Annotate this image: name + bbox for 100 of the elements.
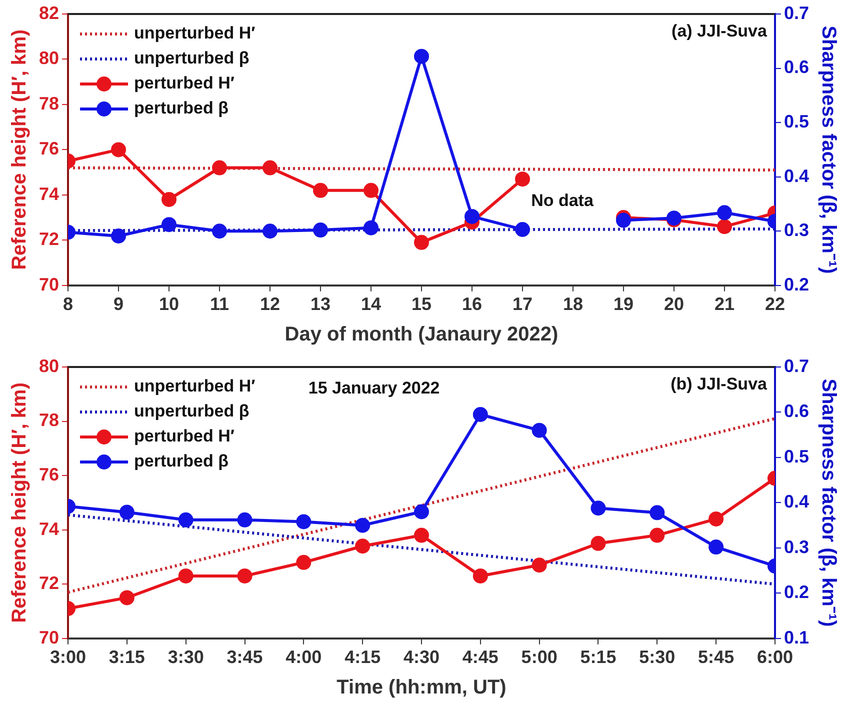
point bbox=[262, 224, 278, 239]
x-axis-title: Day of month (Janaury 2022) bbox=[284, 324, 558, 346]
x-tick-label: 4:15 bbox=[344, 647, 381, 668]
y-tick-label: 70 bbox=[38, 627, 60, 648]
point bbox=[111, 142, 126, 158]
x-tick-label: 11 bbox=[210, 294, 230, 314]
point bbox=[414, 48, 429, 64]
point bbox=[716, 219, 732, 234]
x-tick-label: 5:00 bbox=[521, 647, 558, 668]
point bbox=[212, 224, 228, 239]
y2-tick-label: 0.7 bbox=[784, 356, 810, 376]
y-tick-label: 74 bbox=[38, 518, 60, 539]
x-tick-label: 5:15 bbox=[580, 647, 616, 668]
point bbox=[590, 536, 606, 551]
x-tick-label: 3:30 bbox=[168, 647, 204, 668]
x-tick-label: 4:45 bbox=[462, 647, 498, 668]
point bbox=[313, 222, 328, 238]
point bbox=[237, 512, 252, 528]
y-tick-label: 82 bbox=[38, 2, 60, 23]
y-tick-label: 78 bbox=[38, 93, 60, 114]
y-axis-title: Reference height (H′, km) bbox=[8, 382, 31, 623]
point bbox=[414, 504, 429, 520]
x-tick-label: 10 bbox=[159, 294, 180, 314]
point bbox=[355, 518, 370, 533]
point bbox=[472, 406, 488, 422]
x-tick-label: 22 bbox=[764, 294, 785, 314]
legend-label: unperturbed β bbox=[134, 48, 250, 68]
x-tick-label: 3:00 bbox=[50, 647, 86, 668]
point bbox=[237, 568, 252, 584]
point bbox=[464, 208, 480, 224]
point bbox=[119, 504, 134, 520]
point bbox=[472, 568, 488, 584]
y-tick-label: 80 bbox=[38, 48, 60, 68]
annotation: No data bbox=[531, 190, 594, 210]
y2-tick-label: 0.1 bbox=[784, 627, 810, 648]
point bbox=[119, 590, 134, 606]
point bbox=[178, 568, 194, 584]
point bbox=[650, 528, 665, 543]
y2-tick-label: 0.5 bbox=[784, 446, 810, 466]
legend-label: perturbed β bbox=[134, 452, 228, 471]
x-tick-label: 13 bbox=[310, 294, 331, 314]
y-tick-label: 70 bbox=[38, 274, 60, 294]
y-tick-label: 80 bbox=[38, 356, 60, 376]
point bbox=[514, 172, 530, 187]
x-tick-label: 9 bbox=[114, 294, 124, 314]
x-tick-label: 12 bbox=[260, 294, 280, 314]
y2-tick-label: 0.6 bbox=[784, 401, 810, 422]
x-tick-label: 3:15 bbox=[108, 647, 145, 668]
x-tick-label: 14 bbox=[360, 294, 382, 314]
y2-tick-label: 0.4 bbox=[784, 492, 810, 512]
legend-label: unperturbed H′ bbox=[134, 376, 256, 396]
point bbox=[414, 528, 429, 543]
point bbox=[532, 558, 547, 573]
point bbox=[716, 205, 732, 220]
x-tick-label: 20 bbox=[664, 294, 684, 314]
legend-label: perturbed H′ bbox=[134, 74, 234, 93]
annotation: 15 January 2022 bbox=[308, 378, 440, 398]
y2-tick-label: 0.6 bbox=[784, 57, 810, 78]
x-tick-label: 6:00 bbox=[756, 647, 793, 668]
y-tick-label: 76 bbox=[38, 138, 60, 159]
point bbox=[708, 511, 724, 526]
point bbox=[650, 505, 665, 520]
point bbox=[364, 182, 379, 198]
point bbox=[178, 512, 194, 528]
x-axis-title: Time (hh:mm, UT) bbox=[336, 676, 506, 699]
point bbox=[162, 217, 177, 232]
point bbox=[296, 554, 312, 570]
x-tick-label: 15 bbox=[411, 294, 432, 314]
legend-label: perturbed H′ bbox=[134, 426, 234, 446]
y2-tick-label: 0.7 bbox=[784, 2, 810, 23]
x-tick-label: 5:30 bbox=[639, 647, 676, 668]
point bbox=[364, 220, 379, 236]
x-tick-label: 16 bbox=[462, 294, 482, 314]
legend-label: unperturbed H′ bbox=[134, 24, 256, 43]
point bbox=[590, 500, 606, 516]
annotation: (a) JJI-Suva bbox=[672, 22, 768, 41]
x-tick-label: 18 bbox=[562, 294, 584, 314]
point bbox=[262, 160, 278, 176]
point bbox=[532, 422, 547, 438]
y-tick-label: 74 bbox=[38, 184, 60, 204]
x-tick-label: 19 bbox=[613, 294, 634, 314]
x-tick-label: 4:00 bbox=[286, 647, 322, 668]
y2-tick-label: 0.3 bbox=[784, 536, 810, 557]
y-tick-label: 72 bbox=[38, 573, 60, 594]
point bbox=[212, 160, 228, 176]
x-tick-label: 4:30 bbox=[403, 647, 440, 668]
y-axis-title: Reference height (H′, km) bbox=[8, 29, 31, 270]
point bbox=[355, 538, 370, 554]
x-tick-label: 21 bbox=[714, 294, 734, 314]
legend-label: perturbed β bbox=[134, 98, 228, 118]
y2-tick-label: 0.3 bbox=[784, 220, 810, 240]
point bbox=[162, 192, 177, 207]
point bbox=[296, 514, 312, 530]
y2-axis-title: Sharpness factor (β, km⁻¹) bbox=[817, 378, 840, 627]
point bbox=[414, 234, 429, 250]
legend-label: unperturbed β bbox=[134, 402, 250, 421]
y2-tick-label: 0.4 bbox=[784, 166, 810, 186]
y2-tick-label: 0.5 bbox=[784, 112, 810, 132]
point bbox=[514, 222, 530, 237]
y-tick-label: 72 bbox=[38, 229, 60, 250]
